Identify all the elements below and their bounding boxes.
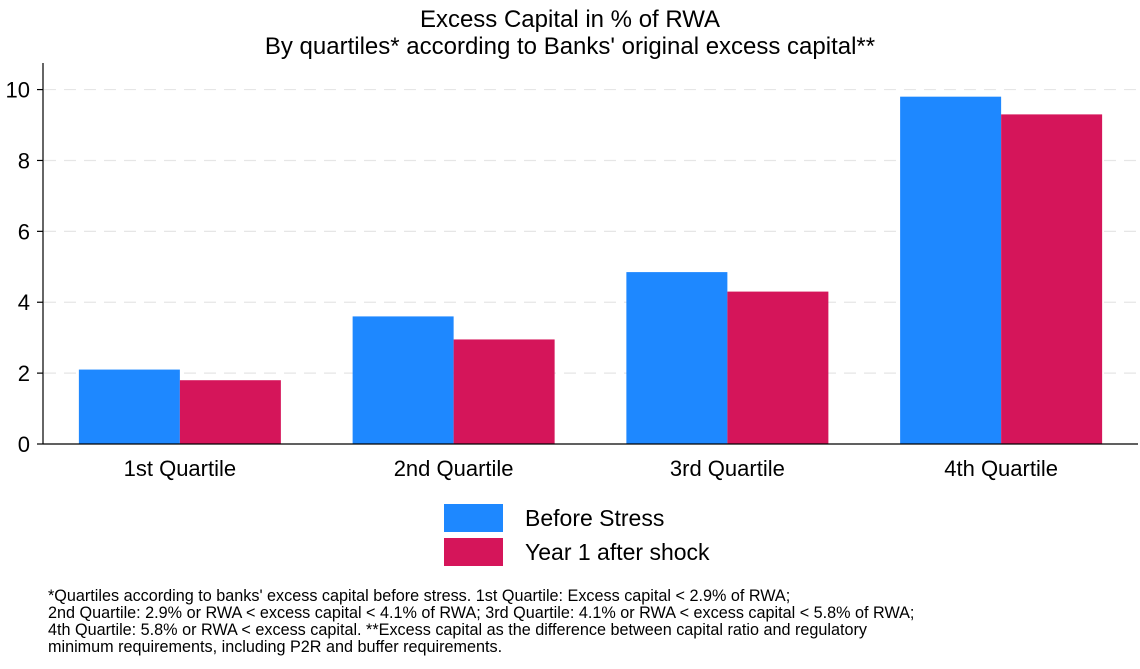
footnote-line: minimum requirements, including P2R and … — [48, 638, 503, 656]
footnote-line: *Quartiles according to banks' excess ca… — [48, 587, 791, 605]
y-tick-label: 8 — [18, 148, 30, 173]
legend-item-before-stress: Before Stress — [444, 504, 664, 532]
bar — [78, 369, 180, 444]
legend-label-year1-after-shock: Year 1 after shock — [525, 538, 710, 565]
y-tick-label: 4 — [18, 290, 30, 315]
x-tick-label: 4th Quartile — [944, 456, 1058, 481]
bar — [453, 339, 555, 444]
footnote-line: 2nd Quartile: 2.9% or RWA < excess capit… — [48, 604, 915, 622]
x-tick-label: 3rd Quartile — [670, 456, 785, 481]
bar — [900, 96, 1002, 444]
bar — [626, 272, 728, 444]
y-tick-label: 10 — [6, 78, 30, 103]
bar — [727, 291, 829, 444]
bar — [1001, 114, 1103, 445]
y-tick-label: 0 — [18, 432, 30, 457]
x-tick-label: 2nd Quartile — [394, 456, 514, 481]
chart-subtitle: By quartiles* according to Banks' origin… — [264, 33, 876, 60]
y-tick-label: 6 — [18, 219, 30, 244]
legend-item-year1-after-shock: Year 1 after shock — [444, 538, 710, 566]
bar — [352, 316, 454, 444]
legend-swatch-year1-after-shock — [444, 538, 503, 566]
x-tick-label: 1st Quartile — [124, 456, 237, 481]
bar — [179, 380, 281, 444]
y-tick-label: 2 — [18, 361, 30, 386]
legend-swatch-before-stress — [444, 504, 503, 532]
legend-label-before-stress: Before Stress — [525, 504, 665, 531]
chart-title: Excess Capital in % of RWA — [419, 6, 721, 33]
footnote-line: 4th Quartile: 5.8% or RWA < excess capit… — [48, 621, 867, 639]
